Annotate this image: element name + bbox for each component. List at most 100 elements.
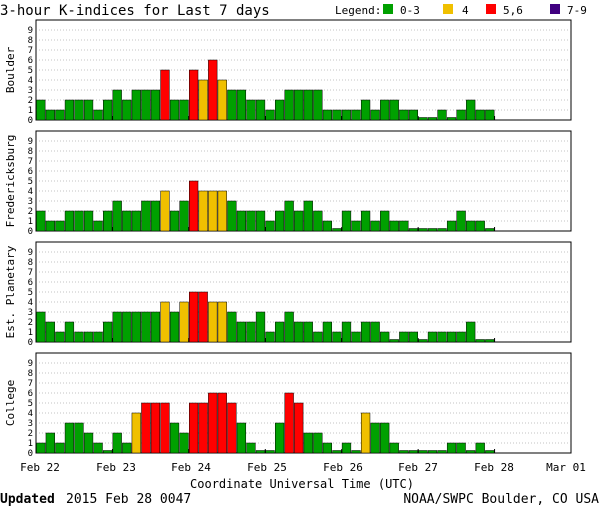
legend-item-5-6: 5,6 [503,4,523,17]
bar [122,210,132,232]
bar [446,442,457,454]
bar [179,301,189,343]
bar [322,220,333,232]
bar [112,200,122,232]
bar [294,89,304,121]
bar [380,99,390,121]
bar [246,210,256,232]
bar [370,220,380,232]
legend-item-4: 4 [462,4,469,17]
bar [198,291,208,343]
bar [131,412,141,454]
x-axis-label: Coordinate Universal Time (UTC) [190,477,414,491]
bar [198,402,208,454]
bar [236,210,247,232]
legend-swatch-5-6 [486,4,496,14]
bar [341,321,352,343]
bar [351,450,361,454]
y-tick-label: 1 [28,217,33,227]
bar [399,109,409,121]
bar [83,210,94,232]
bar [427,450,438,454]
bar [274,99,285,121]
bar [475,339,485,343]
bar [150,200,161,232]
bar [322,109,333,121]
station-label: Est. Planetary [4,245,17,338]
bar [74,422,84,454]
bar [399,450,409,454]
bar [122,99,132,121]
bar [236,422,247,454]
bar [93,442,103,454]
y-tick-label: 9 [28,26,33,36]
bar [160,190,170,232]
x-tick-label: Feb 26 [323,461,363,474]
y-tick-label: 7 [28,379,33,389]
y-tick-label: 3 [28,419,33,429]
bar [227,200,237,232]
y-tick-label: 7 [28,268,33,278]
bar [217,392,227,454]
bar [341,109,352,121]
legend: Legend: 0-3 4 5,6 7-9 [335,4,587,17]
bar [427,117,438,121]
bar [64,422,75,454]
bar [236,89,247,121]
bar [284,89,294,121]
bar [103,99,113,121]
y-tick-label: 4 [28,409,33,419]
bar [45,321,55,343]
bar [265,220,275,232]
station-panels: 0123456789Boulder0123456789Fredericksbur… [4,19,572,459]
bar [64,99,75,121]
bar [208,190,218,232]
bar [36,311,46,343]
bar [112,89,122,121]
y-tick-label: 1 [28,106,33,116]
bar [389,99,399,121]
x-tick-label: Feb 22 [20,461,60,474]
bar [370,109,380,121]
bar [322,321,333,343]
bar [122,442,132,454]
bar [55,442,65,454]
y-tick-label: 5 [28,66,33,76]
bar [236,321,247,343]
bar [332,331,342,343]
bar [150,89,161,121]
bar [408,331,418,343]
bar [208,392,218,454]
bar [160,402,170,454]
bar [485,228,495,232]
bar [313,432,323,454]
bar [456,442,466,454]
legend-swatch-0-3 [383,4,393,14]
bar [255,450,266,454]
bar [284,392,294,454]
y-tick-label: 3 [28,197,33,207]
bar [408,450,418,454]
bar [169,422,180,454]
y-tick-label: 8 [28,258,33,268]
bar [466,321,476,343]
bar [246,99,256,121]
bar [83,99,94,121]
station-label: Boulder [4,46,17,93]
bar [446,117,457,121]
bar [131,89,141,121]
bar [485,339,495,343]
y-tick-label: 5 [28,177,33,187]
bar [131,210,141,232]
x-tick-label: Mar 01 [546,461,586,474]
bar [437,109,447,121]
bar [418,117,428,121]
y-tick-label: 2 [28,318,33,328]
bar [418,339,428,343]
bar [437,331,447,343]
bar [351,331,361,343]
bar [246,321,256,343]
